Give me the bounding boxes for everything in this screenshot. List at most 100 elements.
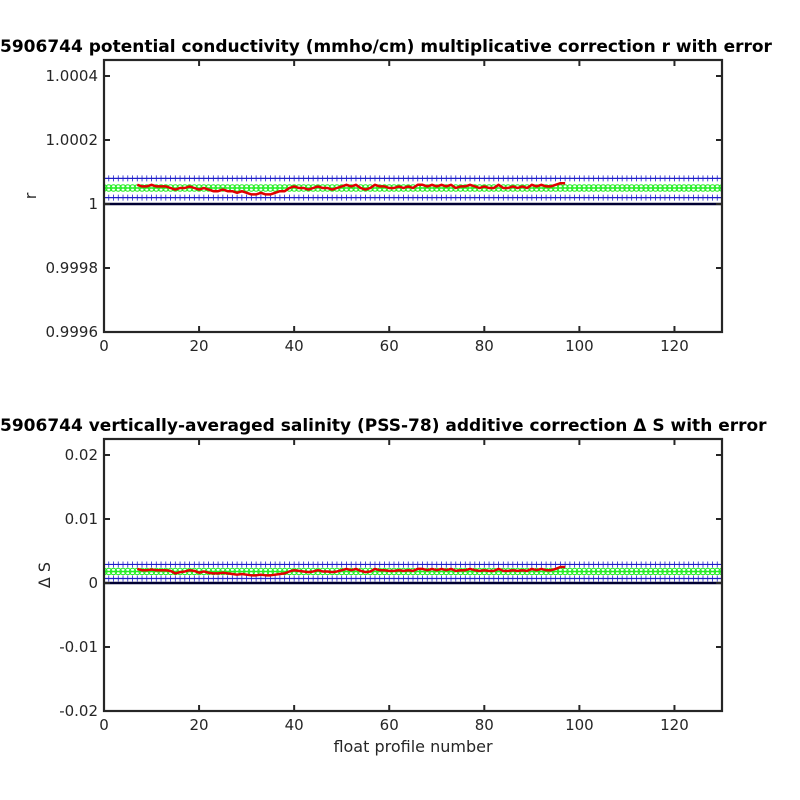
chart-2-mean-marker [566,567,574,576]
chart-2-mean-marker [532,567,541,576]
chart-1-mean-marker [242,184,251,192]
chart-2-mean-marker [219,567,227,576]
chart-2-mean-marker [214,567,222,576]
chart-2-mean-marker [347,567,355,576]
chart-1-mean-marker [138,184,146,192]
chart-1-mean-marker [219,184,227,192]
chart-2-mean-marker [651,567,660,576]
chart-1-mean-marker [124,184,132,192]
chart-2-mean-marker [637,567,645,576]
chart-1-mean-marker [376,184,384,192]
chart-1-error-marker [719,175,722,182]
chart-1-mean-marker [547,184,555,192]
chart-1-plot-area: 0 20 40 60 80 100 120 0.9996 0.9998 1 1.0002 1.0004 [46,58,724,355]
chart-1-axes-frame [102,58,724,334]
chart-2-mean-marker [570,567,579,576]
chart-2-mean-marker [604,567,612,576]
chart-2-mean-marker [423,567,431,576]
chart-2-mean-marker [105,567,113,576]
chart-2-xtick-label: 100 [565,716,594,734]
chart-2-mean-marker [708,567,717,576]
chart-1-mean-marker [143,184,151,192]
chart-2-mean-marker [694,567,702,576]
chart-1-mean-marker [152,184,160,192]
chart-1-mean-marker [613,184,622,192]
chart-2-mean-marker [589,567,598,576]
chart-2-mean-marker [699,567,707,576]
chart-1-correction-line [136,181,566,196]
chart-2-mean-marker [632,567,641,576]
chart-2-mean-marker [575,567,584,576]
chart-1-mean-marker [685,184,693,192]
chart-1-error-marker [719,194,722,201]
chart-2-mean-marker [685,567,693,576]
chart-2-mean-marker [209,567,218,576]
chart-1-mean-marker [105,184,113,192]
chart-1-title: 5906744 potential conductivity (mmho/cm)… [0,37,773,57]
chart-2-error-marker [719,561,722,568]
chart-2-ylabel: Δ S [35,562,54,588]
chart-1-mean-marker [556,184,565,192]
chart-2-mean-marker [442,567,450,576]
chart-2-mean-marker [675,567,683,576]
chart-2-xlabel: float profile number [333,737,493,756]
chart-2-mean-marker [646,567,655,576]
chart-2-mean-marker [680,567,688,576]
chart-2-mean-marker [223,567,232,576]
chart-2-mean-marker [561,567,569,576]
chart-2-xtick-label: 0 [99,716,109,734]
chart-2-mean-marker [109,567,118,576]
chart-2-mean-marker [713,567,721,576]
chart-1-mean-marker [632,184,641,192]
chart-2-correction-line [136,565,566,577]
chart-2-ytick-label: -0.02 [59,702,98,720]
chart-1-mean-marker [128,184,137,192]
chart-1-mean-marker [461,184,469,192]
chart-2-mean-marker [585,567,593,576]
chart-2-mean-marker [152,567,160,576]
chart-1-mean-marker [257,184,265,192]
chart-1-mean-marker [704,184,712,192]
chart-2-mean-marker [704,567,712,576]
chart-2-xtick-label: 20 [190,716,209,734]
chart-1-mean-marker [680,184,688,192]
chart-2-mean-marker [656,567,664,576]
chart-1-mean-marker [656,184,664,192]
chart-2-mean-marker [608,567,617,576]
chart-1-mean-marker [589,184,598,192]
chart-2-mean-marker [666,567,674,576]
chart-1-mean-marker [637,184,645,192]
chart-2-mean-marker [376,567,384,576]
chart-2-mean-marker [114,567,122,576]
chart-1-mean-marker [699,184,707,192]
chart-1-mean-marker [261,184,270,192]
chart-2-mean-marker [157,567,165,576]
chart-2-mean-marker [623,567,631,576]
chart-1-mean-marker [642,184,650,192]
chart-2-mean-marker [627,567,636,576]
chart-2-plot-area: 0 20 40 60 80 100 120 -0.02 -0.01 0 0.01 0.02 [59,437,724,734]
chart-1-xtick-label: 120 [660,337,689,355]
chart-1-mean-marker [133,184,141,192]
chart-1-mean-marker [542,184,550,192]
chart-2-mean-marker [124,567,132,576]
chart-2-mean-marker [547,567,555,576]
chart-1-mean-marker [713,184,721,192]
chart-1-xtick-label: 60 [380,337,399,355]
chart-2-axes-frame [102,437,724,713]
chart-2-mean-marker [542,567,550,576]
chart-1-ytick-label: 0.9998 [46,259,99,277]
chart-1-mean-marker [247,184,256,192]
chart-2-error-marker [719,575,722,582]
chart-1-mean-marker [119,184,127,192]
chart-2-mean-marker [143,567,151,576]
chart-2-ytick-label: 0.02 [65,446,98,464]
chart-1-mean-marker [694,184,702,192]
chart-1-mean-marker [646,184,655,192]
chart-1-mean-marker [114,184,122,192]
chart-2-mean-marker [580,567,588,576]
chart-1-mean-marker [233,184,241,192]
chart-2-xtick-label: 40 [285,716,304,734]
